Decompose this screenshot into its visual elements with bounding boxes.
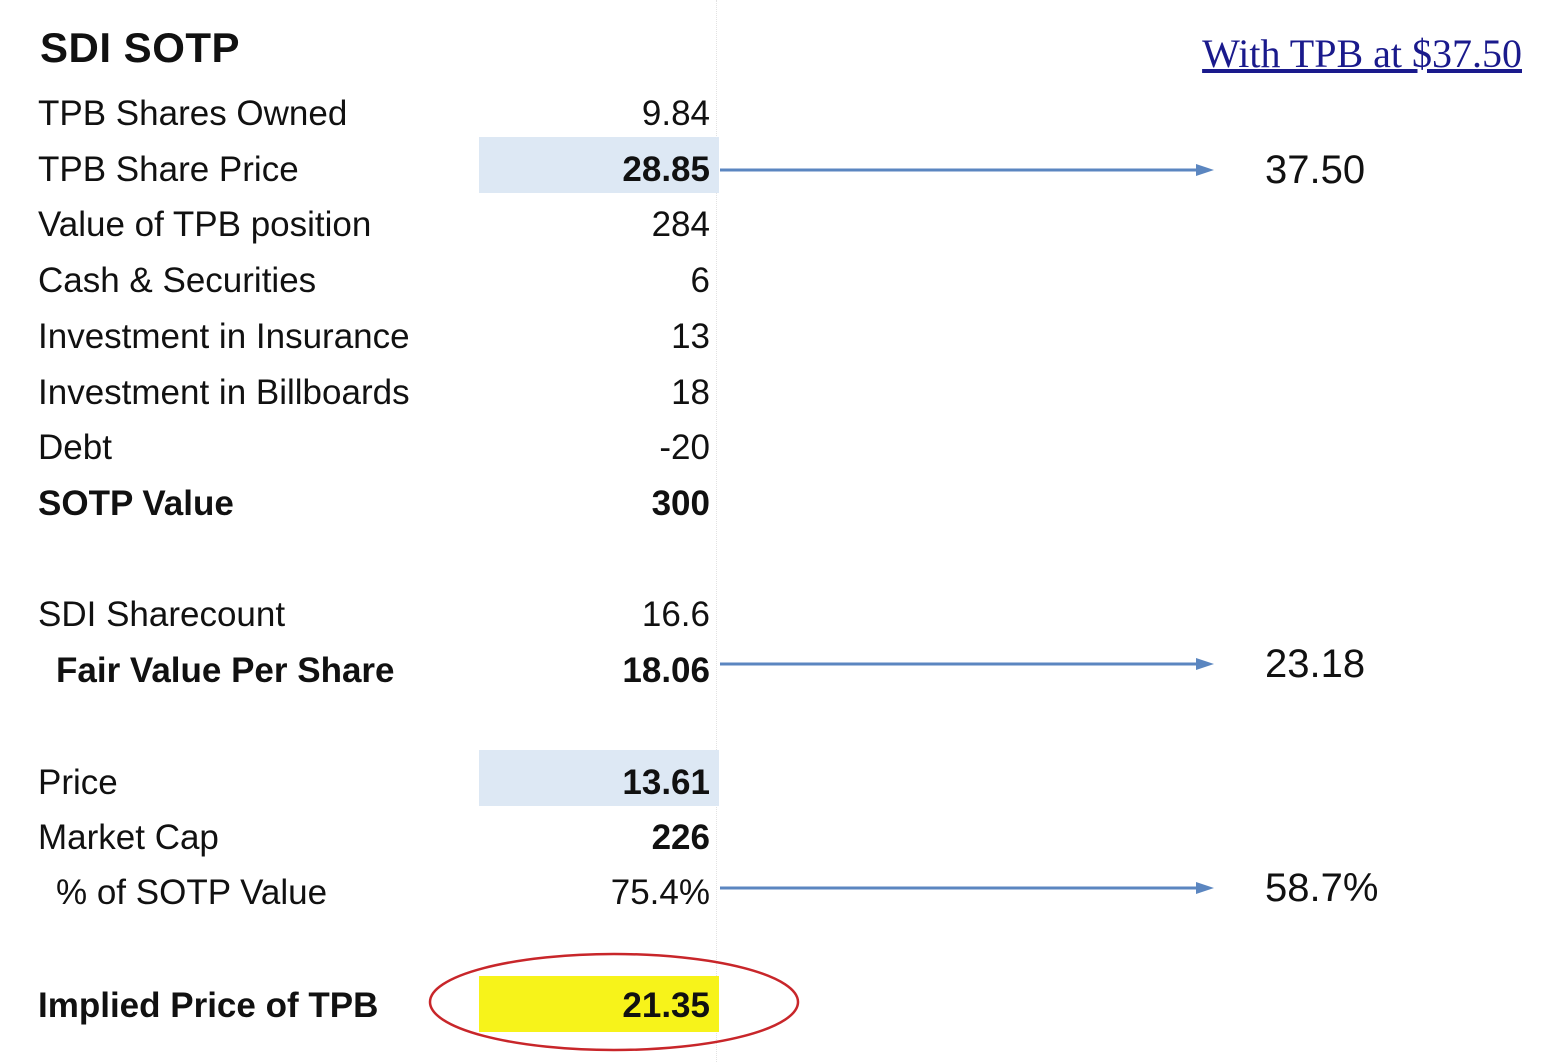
- scenario-tpb-share-price: 37.50: [1265, 148, 1366, 192]
- column-gridline: [716, 0, 717, 1062]
- row-label: Value of TPB position: [38, 205, 372, 244]
- row-sotp-value: SOTP Value 300: [0, 476, 720, 532]
- scenario-pct-sotp-value: 58.7%: [1265, 866, 1379, 910]
- tpb-share-price-cell-highlight: [479, 137, 719, 193]
- row-value: 284: [651, 205, 710, 244]
- row-value-input[interactable]: 13.61: [622, 763, 710, 802]
- row-label: SDI Sharecount: [38, 595, 286, 634]
- row-value: 13: [671, 317, 710, 356]
- row-label: Cash & Securities: [38, 261, 317, 300]
- row-value: 21.35: [622, 986, 710, 1025]
- row-value: 75.4%: [610, 873, 710, 912]
- scenario-fair-value-per-share: 23.18: [1265, 642, 1366, 686]
- arrow-right-icon: [720, 164, 1214, 176]
- row-value-tpb-position: Value of TPB position 284: [0, 197, 720, 253]
- row-label: Implied Price of TPB: [38, 986, 379, 1025]
- row-label: Investment in Billboards: [38, 373, 410, 412]
- row-price: Price 13.61: [0, 755, 720, 811]
- row-tpb-share-price: TPB Share Price 28.85: [0, 142, 720, 198]
- row-label: TPB Share Price: [38, 150, 299, 189]
- row-investment-billboards: Investment in Billboards 18: [0, 365, 720, 421]
- implied-price-cell-highlight: [479, 976, 719, 1032]
- arrow-right-icon: [720, 882, 1214, 894]
- row-value: 16.6: [641, 595, 710, 634]
- row-tpb-shares-owned: TPB Shares Owned 9.84: [0, 86, 720, 142]
- row-investment-insurance: Investment in Insurance 13: [0, 309, 720, 365]
- row-label: Investment in Insurance: [38, 317, 410, 356]
- row-label: Price: [38, 763, 118, 802]
- row-label: Fair Value Per Share: [56, 651, 395, 690]
- row-value-input[interactable]: 28.85: [622, 150, 710, 189]
- row-label: % of SOTP Value: [56, 873, 328, 912]
- row-implied-price-tpb: Implied Price of TPB 21.35: [0, 978, 720, 1034]
- row-value: 18.06: [622, 651, 710, 690]
- row-fair-value-per-share: Fair Value Per Share 18.06: [0, 643, 720, 699]
- row-value: 300: [651, 484, 710, 523]
- row-value: 18: [671, 373, 710, 412]
- row-value: 9.84: [641, 94, 710, 133]
- row-value: -20: [659, 428, 710, 467]
- sheet-title: SDI SOTP: [40, 24, 241, 71]
- row-value: 6: [690, 261, 710, 300]
- row-market-cap: Market Cap 226: [0, 810, 720, 866]
- arrow-right-icon: [720, 658, 1214, 670]
- row-pct-sotp-value: % of SOTP Value 75.4%: [0, 865, 720, 921]
- row-label: Debt: [38, 428, 112, 467]
- red-circle-annotation: [428, 952, 800, 1052]
- row-value: 226: [651, 818, 710, 857]
- row-label: TPB Shares Owned: [38, 94, 348, 133]
- row-sdi-sharecount: SDI Sharecount 16.6: [0, 587, 720, 643]
- row-label: Market Cap: [38, 818, 219, 857]
- row-debt: Debt -20: [0, 420, 720, 476]
- row-cash-securities: Cash & Securities 6: [0, 253, 720, 309]
- scenario-heading: With TPB at $37.50: [1202, 31, 1522, 76]
- row-label: SOTP Value: [38, 484, 234, 523]
- price-cell-highlight: [479, 750, 719, 806]
